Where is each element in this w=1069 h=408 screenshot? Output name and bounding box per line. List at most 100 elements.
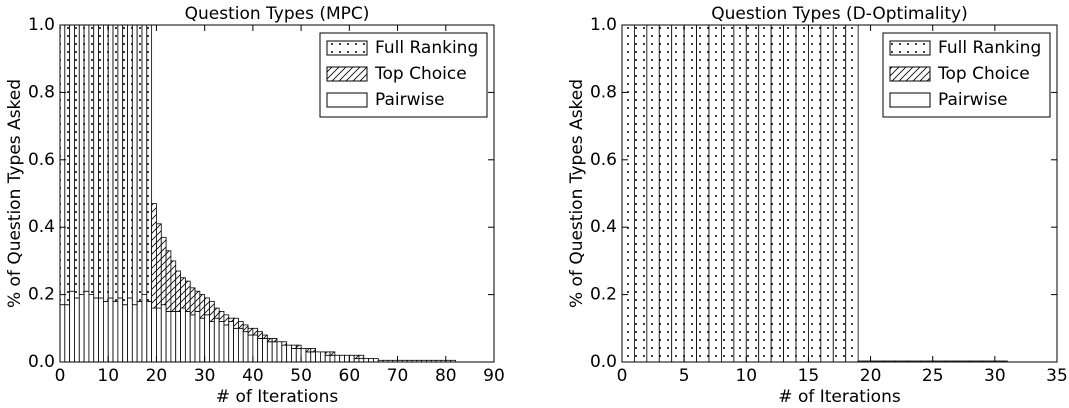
bar-segment — [233, 317, 239, 329]
x-tick-label: 0 — [617, 366, 628, 386]
x-tick-label: 20 — [146, 366, 168, 386]
bar-segment — [247, 327, 254, 336]
bar-segment — [305, 348, 312, 353]
bar-segment — [770, 24, 784, 363]
bar-segment — [64, 304, 71, 363]
legend-swatch — [326, 92, 368, 108]
bar-segment — [74, 24, 80, 299]
bar-segment — [329, 351, 336, 356]
x-tick-label: 80 — [435, 366, 457, 386]
bar-segment — [683, 24, 697, 363]
x-tick-label: 70 — [387, 366, 409, 386]
bar-segment — [266, 338, 273, 343]
bar-segment — [160, 236, 167, 306]
bar-segment — [204, 297, 210, 316]
x-tick-label: 5 — [679, 366, 690, 386]
bar-segment — [122, 24, 128, 306]
bar-segment — [305, 351, 312, 363]
legend-swatch — [326, 66, 368, 82]
bar-segment — [194, 290, 201, 312]
bar-segment — [696, 24, 710, 363]
bar-segment — [295, 344, 302, 349]
bar-segment — [112, 300, 119, 363]
y-tick-label: 0.6 — [590, 150, 617, 170]
legend-swatch — [889, 66, 931, 82]
y-tick-label: 0.8 — [28, 82, 55, 102]
legend-swatch — [889, 40, 931, 56]
bar-segment — [324, 351, 331, 356]
bar-segment — [59, 304, 66, 363]
y-axis-label: % of Question Types Asked — [567, 79, 587, 308]
legend-label: Pairwise — [938, 90, 1008, 110]
bar-segment — [98, 297, 104, 363]
bar-segment — [88, 24, 95, 296]
bar-segment — [78, 24, 85, 296]
bar-segment — [344, 354, 350, 363]
bar-segment — [257, 331, 263, 339]
bar-segment — [808, 24, 822, 363]
bar-segment — [733, 24, 747, 363]
bar-segment — [160, 304, 167, 363]
legend-label: Top Choice — [937, 64, 1030, 84]
x-tick-label: 25 — [922, 366, 944, 386]
x-tick-label: 15 — [798, 366, 820, 386]
bar-segment — [795, 24, 809, 363]
bar-segment — [242, 331, 249, 363]
bar-segment — [310, 348, 316, 353]
bar-segment — [281, 341, 288, 346]
y-tick-label: 0.0 — [590, 352, 617, 372]
bar-segment — [199, 317, 206, 363]
y-tick-label: 0.4 — [590, 217, 617, 237]
x-tick-label: 30 — [984, 366, 1006, 386]
bar-segment — [156, 223, 162, 309]
bar-segment — [832, 24, 847, 363]
bar-segment — [223, 314, 230, 326]
bar-segment — [324, 354, 331, 363]
bar-segment — [266, 341, 273, 363]
bar-segment — [180, 307, 186, 363]
bar-segment — [131, 24, 138, 306]
bar-segment — [69, 24, 75, 292]
legend-label: Full Ranking — [375, 38, 478, 58]
bar-segment — [103, 24, 109, 302]
bar-segment — [64, 24, 71, 306]
bar-segment — [758, 24, 772, 363]
bar-segment — [783, 24, 797, 363]
bar-segment — [820, 24, 834, 363]
bar-segment — [127, 297, 133, 363]
bar-segment — [199, 294, 206, 319]
bar-segment — [271, 338, 278, 343]
bar-segment — [646, 24, 660, 363]
bar-segment — [315, 351, 321, 363]
bar-segment — [353, 354, 360, 360]
bar-segment — [117, 297, 124, 363]
bar-segment — [658, 24, 673, 363]
x-axis-label: # of Iterations — [778, 387, 901, 407]
bar-segment — [184, 311, 191, 363]
bar-segment — [165, 250, 172, 312]
x-tick-label: 0 — [55, 366, 66, 386]
legend-label: Full Ranking — [938, 38, 1041, 58]
bar-segment — [209, 300, 215, 322]
bar-segment — [59, 24, 66, 306]
bar-segment — [69, 290, 75, 363]
bar-segment — [170, 311, 177, 363]
bar-segment — [353, 358, 360, 363]
bar-segment — [74, 297, 80, 363]
bar-segment — [291, 344, 297, 349]
x-tick-label: 35 — [1046, 366, 1068, 386]
bar-segment — [252, 334, 259, 363]
bar-segment — [175, 311, 181, 363]
bar-segment — [310, 351, 316, 363]
plot — [621, 24, 1008, 363]
bar-segment — [213, 307, 220, 319]
bar-segment — [88, 294, 95, 363]
bar-segment — [319, 351, 326, 363]
chart-title: Question Types (D-Optimality) — [711, 4, 967, 24]
bar-segment — [291, 348, 297, 363]
bar-segment — [141, 294, 148, 363]
legend-swatch — [889, 92, 931, 108]
bar-segment — [334, 354, 341, 363]
y-tick-label: 0.2 — [590, 285, 617, 305]
